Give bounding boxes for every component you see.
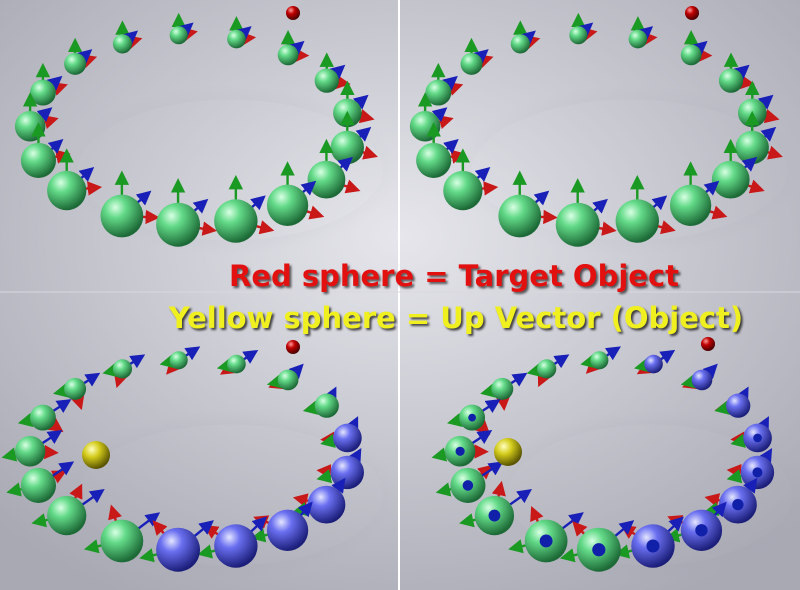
ring-sphere [14,436,46,467]
panel-bottom-left [1,340,413,590]
axis-dot [732,498,744,511]
ring-sphere [590,351,609,370]
axis-dot [488,509,501,522]
axis-dot [646,539,660,553]
ring-sphere [680,44,702,66]
ring-sphere [29,404,56,431]
ring-sphere [307,485,346,524]
ring-sphere [691,369,713,391]
ring-sphere [112,34,133,54]
ring-sphere [169,351,188,370]
ring-sphere [628,29,648,49]
target-sphere [701,337,715,351]
up-vector-sphere [494,438,522,466]
ring-sphere [416,142,452,179]
ring-sphere [227,29,246,49]
ring-sphere [718,68,744,93]
ring-sphere [314,68,339,93]
ring-sphere [537,359,557,379]
axis-dot [752,467,763,478]
ring-sphere [711,160,750,199]
ring-sphere [409,111,441,142]
ring-sphere [29,79,56,106]
ring-sphere [726,393,751,418]
ring-sphere [227,354,246,374]
caption-up-vector: Yellow sphere = Up Vector (Object) [168,301,744,335]
ring-sphere [64,52,87,75]
ring-sphere [100,519,144,563]
ring-sphere [156,527,201,572]
ring-sphere [20,467,57,504]
ring-sphere [443,170,483,211]
axis-dot [455,446,465,456]
ring-shadow [441,69,800,271]
ring-sphere [510,34,530,54]
target-sphere [685,6,699,20]
ring-sphere [64,377,87,400]
ring-sphere [214,199,258,243]
ring-sphere [330,130,364,165]
ring-sphere [47,495,87,536]
ring-sphere [555,202,600,247]
ring-sphere [314,393,339,418]
ring-sphere [330,455,364,490]
ring-sphere [669,184,712,226]
panel-bottom-right [431,337,800,590]
panel-top-right [409,6,800,271]
ring-sphere [100,194,144,238]
ring-sphere [47,170,87,211]
axis-dot [753,433,762,443]
axis-dot [695,524,708,537]
ring-sphere [735,130,769,165]
ring-sphere [491,377,514,400]
ring-sphere [333,423,362,453]
ring-sphere [460,52,483,75]
ring-sphere [615,199,660,243]
ring-sphere [266,184,309,226]
target-sphere [286,340,300,354]
axis-dot [468,413,476,422]
ring-sphere [277,44,299,66]
ring-sphere [569,26,588,45]
ring-sphere [112,359,133,379]
ring-sphere [20,142,57,179]
ring-sphere [214,524,258,568]
ring-sphere [644,354,663,374]
ring-sphere [498,194,542,238]
ring-sphere [156,202,201,247]
caption-target-object: Red sphere = Target Object [228,259,680,293]
ring-sphere [14,111,46,142]
up-vector-sphere [82,441,110,469]
ring-sphere [425,79,452,106]
ring-sphere [307,160,346,199]
target-sphere [286,6,300,20]
ring-shadow [47,394,413,590]
ring-sphere [277,369,299,391]
axis-dot [592,543,606,557]
axis-dot [462,480,474,491]
ring-shadow [47,69,413,271]
ring-sphere [169,26,188,45]
ring-sphere [266,509,309,551]
panel-top-left [14,6,413,271]
axis-dot [539,534,553,548]
